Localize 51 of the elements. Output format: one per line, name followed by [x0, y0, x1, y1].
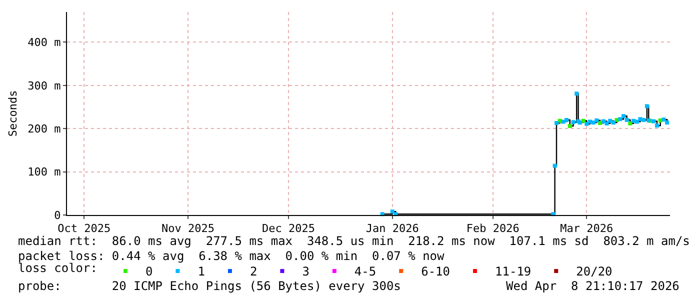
- x-tick-label: Mar 2026: [560, 222, 614, 236]
- point: [552, 164, 557, 168]
- legend-label: 6-10: [421, 264, 450, 279]
- legend-label: 4-5: [354, 264, 376, 279]
- y-tick-label: 100 m: [28, 166, 62, 179]
- point: [584, 122, 589, 126]
- point: [611, 120, 616, 125]
- x-tick-label: Nov 2025: [162, 222, 214, 236]
- legend-label: 3: [302, 264, 310, 279]
- point: [554, 121, 558, 125]
- x-tick-label: Feb 2026: [466, 222, 520, 236]
- y-axis-title: Seconds: [6, 90, 20, 137]
- point: [622, 114, 626, 118]
- legend-label: 1: [198, 264, 205, 279]
- point: [655, 124, 659, 128]
- legend-label: 20/20: [576, 264, 612, 279]
- point: [652, 119, 656, 124]
- x-tick-label: Jan 2026: [366, 222, 419, 236]
- legend-title: loss color:: [18, 261, 98, 276]
- point: [604, 121, 609, 126]
- legend-label: 0: [145, 264, 153, 279]
- point: [628, 121, 632, 126]
- point: [601, 119, 606, 124]
- text: Wed Apr 8 21:10:17 2026: [506, 279, 680, 293]
- point: [624, 118, 629, 122]
- text: median rtt: 86.0 ms avg 277.5 ms max 348.5 us min 218.2 ms now 107.1 ms sd 803.2 m am/s: [18, 234, 690, 248]
- y-tick-label: 200 m: [28, 122, 62, 136]
- legend-label: 2: [250, 264, 258, 279]
- y-tick-label: 300 m: [28, 79, 62, 92]
- point: [574, 92, 579, 96]
- x-tick-label: Oct 2025: [58, 222, 111, 236]
- x-tick-label: Dec 2025: [262, 222, 315, 236]
- legend-label: 11-19: [495, 264, 532, 279]
- point: [618, 117, 622, 122]
- point: [571, 120, 576, 124]
- point: [588, 120, 592, 124]
- y-tick-label: 0: [54, 208, 61, 222]
- point: [644, 104, 649, 108]
- point: [665, 120, 670, 125]
- point: [634, 120, 639, 124]
- y-tick-label: 400 m: [28, 36, 62, 50]
- point: [594, 118, 599, 122]
- point: [662, 118, 666, 122]
- point: [564, 118, 569, 122]
- point: [390, 210, 394, 214]
- point: [568, 124, 572, 128]
- text: packet loss: 0.44 % avg 6.38 % max 0.00 % min 0.07 % now: [18, 249, 446, 263]
- text: probe: 20 ICMP Echo Pings (56 Bytes) every 300s: [18, 279, 401, 293]
- point: [642, 118, 646, 122]
- point: [608, 118, 612, 123]
- point: [561, 120, 566, 124]
